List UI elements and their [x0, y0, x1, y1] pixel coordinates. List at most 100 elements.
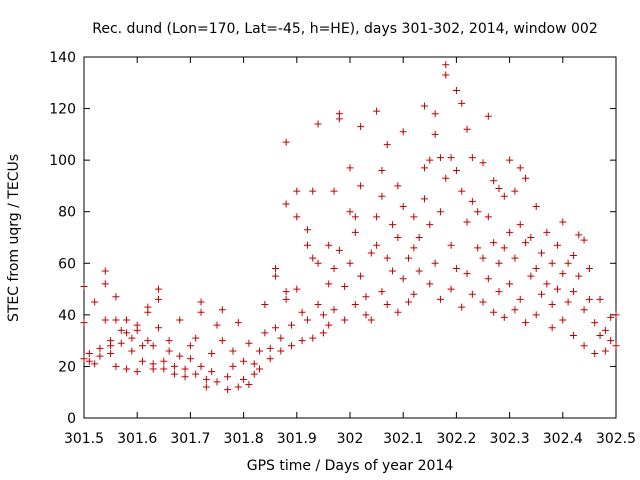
data-point	[591, 350, 599, 358]
data-point	[234, 383, 242, 391]
data-point	[170, 362, 178, 370]
x-tick-label: 302.5	[596, 431, 636, 447]
data-point	[452, 87, 460, 95]
data-point	[112, 293, 120, 301]
data-point	[585, 295, 593, 303]
data-point	[303, 241, 311, 249]
data-point	[463, 125, 471, 133]
data-point	[458, 187, 466, 195]
data-point	[415, 267, 423, 275]
data-point	[569, 288, 577, 296]
data-point	[123, 316, 131, 324]
data-point	[383, 254, 391, 262]
data-point	[303, 226, 311, 234]
data-point	[330, 187, 338, 195]
y-tick-label: 40	[58, 308, 76, 324]
data-point	[133, 368, 141, 376]
data-point	[245, 339, 253, 347]
data-point	[532, 264, 540, 272]
data-point	[117, 326, 125, 334]
data-point	[522, 239, 530, 247]
x-tick-label: 301.8	[224, 431, 264, 447]
data-point	[208, 350, 216, 358]
data-point	[186, 342, 194, 350]
data-point	[85, 357, 93, 365]
data-point	[240, 375, 248, 383]
data-point	[436, 154, 444, 162]
data-point	[272, 324, 280, 332]
x-tick-label: 302.1	[383, 431, 423, 447]
data-point	[389, 221, 397, 229]
data-point	[245, 380, 253, 388]
data-point	[580, 236, 588, 244]
data-point	[80, 319, 88, 327]
chart-title: Rec. dund (Lon=170, Lat=-45, h=HE), days…	[92, 21, 598, 37]
data-point	[596, 295, 604, 303]
data-point	[250, 370, 258, 378]
data-point	[500, 244, 508, 252]
x-tick-label: 302.2	[436, 431, 476, 447]
data-point	[181, 373, 189, 381]
data-point	[516, 295, 524, 303]
data-point	[426, 280, 434, 288]
data-point	[351, 228, 359, 236]
data-point	[506, 280, 514, 288]
data-point	[197, 362, 205, 370]
data-point	[229, 362, 237, 370]
data-point	[165, 337, 173, 345]
data-point	[442, 61, 450, 69]
data-point	[197, 298, 205, 306]
data-point	[287, 321, 295, 329]
data-point	[591, 319, 599, 327]
data-point	[468, 290, 476, 298]
data-point	[213, 321, 221, 329]
y-tick-label: 80	[58, 205, 76, 221]
data-point	[176, 316, 184, 324]
data-point	[314, 259, 322, 267]
data-point	[80, 282, 88, 290]
data-point	[309, 187, 317, 195]
data-point	[405, 254, 413, 262]
data-point	[176, 352, 184, 360]
data-point	[357, 272, 365, 280]
x-tick-label: 302	[337, 431, 364, 447]
data-point	[484, 275, 492, 283]
data-point	[341, 316, 349, 324]
data-point	[490, 308, 498, 316]
data-point	[399, 203, 407, 211]
data-point	[420, 195, 428, 203]
data-point	[442, 71, 450, 79]
x-tick-label: 301.5	[64, 431, 104, 447]
data-point	[272, 264, 280, 272]
data-point	[367, 316, 375, 324]
data-point	[569, 252, 577, 260]
y-tick-label: 120	[49, 102, 76, 118]
data-point	[490, 177, 498, 185]
data-point	[426, 156, 434, 164]
y-tick-label: 0	[67, 411, 76, 427]
data-point	[601, 326, 609, 334]
data-point	[277, 334, 285, 342]
data-points	[80, 61, 620, 394]
data-point	[548, 259, 556, 267]
data-point	[394, 182, 402, 190]
data-point	[272, 272, 280, 280]
data-point	[389, 267, 397, 275]
data-point	[362, 293, 370, 301]
data-point	[362, 311, 370, 319]
data-point	[123, 329, 131, 337]
data-point	[277, 347, 285, 355]
data-point	[293, 213, 301, 221]
data-point	[548, 301, 556, 309]
data-point	[96, 352, 104, 360]
data-point	[532, 203, 540, 211]
data-point	[607, 313, 615, 321]
data-point	[399, 275, 407, 283]
data-point	[325, 280, 333, 288]
data-point	[213, 378, 221, 386]
data-point	[107, 337, 115, 345]
y-axis-label: STEC from uqrg / TECUs	[6, 154, 22, 322]
data-point	[325, 321, 333, 329]
data-point	[490, 239, 498, 247]
data-point	[564, 259, 572, 267]
